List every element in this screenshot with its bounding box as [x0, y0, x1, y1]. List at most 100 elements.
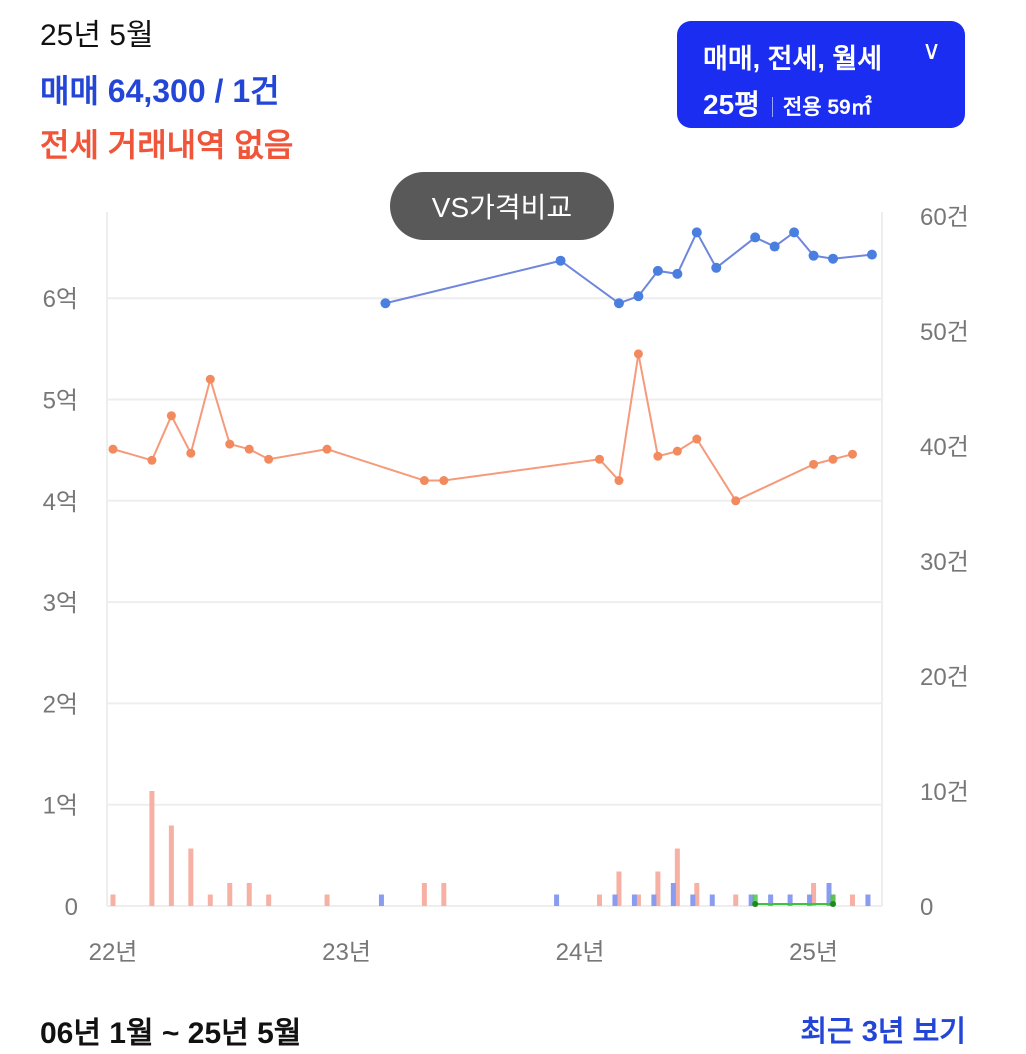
trade-type-filter-button[interactable]: 매매, 전세, 월세 ∨ 25평 전용 59㎡: [677, 21, 965, 128]
data-point: [555, 255, 566, 266]
data-point: [439, 476, 449, 486]
selected-month: 25년 5월: [40, 19, 154, 52]
y-left-tick-label: 2억: [43, 691, 78, 718]
data-point: [380, 298, 391, 309]
data-point: [672, 446, 682, 456]
volume-bar: [768, 894, 774, 906]
recent-3-years-link[interactable]: 최근 3년 보기: [800, 1016, 966, 1048]
y-left-tick-label: 0: [65, 894, 78, 921]
volume-bar: [324, 894, 330, 906]
y-right-tick-label: 60건: [920, 204, 969, 231]
data-point: [866, 249, 877, 260]
y-left-tick-label: 4억: [43, 489, 78, 516]
volume-bar: [597, 894, 602, 906]
sale-summary: 매매 64,300 / 1건: [40, 73, 280, 109]
y-left-tick-label: 5억: [43, 388, 78, 415]
data-point: [147, 455, 157, 465]
volume-bar: [188, 848, 194, 906]
volume-bar: [554, 894, 560, 906]
data-point: [186, 448, 196, 458]
divider: [771, 96, 773, 117]
volume-bar: [733, 894, 739, 906]
volume-bar: [849, 894, 855, 906]
data-point: [828, 253, 839, 264]
data-point: [264, 454, 274, 464]
y-right-tick-label: 20건: [920, 664, 969, 691]
y-left-tick-label: 3억: [43, 590, 78, 617]
volume-bar: [631, 894, 637, 906]
volume-bar: [168, 825, 174, 906]
data-point: [614, 476, 624, 486]
data-point: [633, 291, 644, 302]
data-point: [847, 449, 857, 459]
volume-bar: [635, 894, 641, 906]
y-right-tick-label: 40건: [920, 434, 969, 461]
volume-bar: [670, 883, 676, 906]
data-point: [672, 268, 683, 279]
chevron-down-icon: ∨: [921, 35, 941, 65]
data-point: [419, 476, 429, 486]
y-right-tick-label: 50건: [920, 319, 969, 346]
data-point: [769, 241, 780, 252]
data-point: [809, 459, 819, 469]
data-point: [731, 496, 741, 506]
volume-bar: [378, 894, 384, 906]
wolse-point: [752, 901, 759, 907]
y-right-tick-label: 0: [920, 894, 933, 921]
jeonse-summary: 전세 거래내역 없음: [40, 127, 294, 163]
volume-bar: [421, 883, 427, 906]
x-tick-label: 24년: [556, 939, 605, 966]
data-point: [750, 232, 761, 243]
y-left-tick-label: 6억: [43, 286, 78, 313]
pyeong: 25평: [703, 89, 760, 120]
data-point: [828, 454, 838, 464]
x-tick-label: 25년: [789, 939, 838, 966]
data-point: [205, 374, 215, 384]
x-tick-label: 23년: [322, 939, 371, 966]
series-line-sale: [385, 230, 873, 305]
data-point: [244, 444, 254, 454]
volume-bar: [787, 894, 793, 906]
volume-bar: [612, 894, 618, 906]
volume-bar: [690, 894, 696, 906]
volume-bar: [748, 894, 754, 906]
series-line-jeonse: [112, 353, 853, 503]
volume-bar: [830, 894, 836, 906]
data-point: [711, 262, 722, 273]
volume-bar: [266, 894, 272, 906]
data-point: [633, 349, 643, 359]
wolse-point: [830, 901, 837, 907]
data-point: [808, 250, 819, 261]
volume-bar: [441, 883, 447, 906]
volume-bar: [865, 894, 871, 906]
volume-bar: [655, 871, 661, 906]
volume-bar: [826, 883, 832, 906]
y-right-tick-label: 10건: [920, 779, 969, 806]
data-point: [691, 227, 702, 238]
x-tick-label: 22년: [89, 939, 138, 966]
volume-bar: [110, 894, 116, 906]
volume-bar: [207, 894, 213, 906]
vs-compare-button[interactable]: VS가격비교: [390, 172, 614, 240]
data-point: [166, 411, 176, 421]
y-left-tick-label: 1억: [43, 793, 78, 820]
volume-bar: [149, 791, 155, 906]
volume-bar: [651, 894, 657, 906]
volume-bar: [227, 883, 233, 906]
trade-types: 매매, 전세, 월세: [703, 44, 883, 74]
data-point: [108, 444, 118, 454]
data-point: [789, 227, 800, 238]
volume-bar: [246, 883, 252, 906]
exclusive-area: 전용 59㎡: [782, 96, 872, 119]
volume-bar: [674, 848, 680, 906]
data-point: [595, 454, 604, 464]
data-point: [613, 298, 624, 309]
size-label: 25평 전용 59㎡: [703, 83, 872, 123]
data-point: [653, 451, 663, 461]
data-point: [225, 439, 235, 449]
y-right-tick-label: 30건: [920, 549, 969, 576]
volume-bar: [616, 871, 622, 906]
volume-bar: [811, 883, 817, 906]
volume-bar: [709, 894, 715, 906]
